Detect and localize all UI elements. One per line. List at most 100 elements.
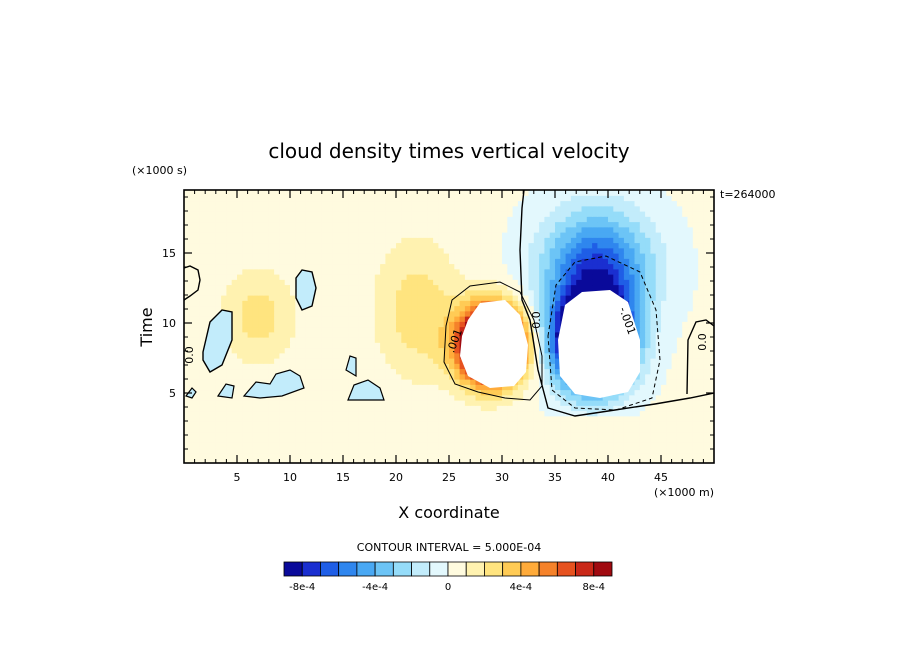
heatmap-cell <box>258 274 265 280</box>
heatmap-cell <box>698 384 704 391</box>
heatmap-cell <box>650 205 657 212</box>
heatmap-cell <box>184 316 190 322</box>
heatmap-cell <box>290 200 296 207</box>
heatmap-cell <box>316 295 323 301</box>
heatmap-cell <box>274 242 280 249</box>
heatmap-cell <box>592 247 598 254</box>
heatmap-cell <box>332 358 339 364</box>
heatmap-cell <box>305 232 312 238</box>
heatmap-cell <box>348 237 355 244</box>
heatmap-cell <box>528 253 535 259</box>
heatmap-cell <box>618 394 625 401</box>
heatmap-cell <box>687 242 694 249</box>
heatmap-cell <box>491 289 498 296</box>
heatmap-cell <box>438 379 445 385</box>
heatmap-cell <box>650 358 657 364</box>
heatmap-cell <box>321 216 328 223</box>
heatmap-cell <box>555 389 561 396</box>
heatmap-cell <box>666 431 673 438</box>
heatmap-cell <box>613 268 620 275</box>
heatmap-cell <box>480 415 487 422</box>
heatmap-cell <box>417 237 424 244</box>
heatmap-cell <box>210 421 217 427</box>
heatmap-cell <box>438 358 445 364</box>
heatmap-cell <box>698 226 704 233</box>
heatmap-cell <box>517 426 524 433</box>
heatmap-cell <box>454 200 461 207</box>
heatmap-cell <box>411 321 418 328</box>
heatmap-cell <box>459 384 466 391</box>
heatmap-cell <box>708 394 714 401</box>
heatmap-cell <box>480 263 487 270</box>
heatmap-cell <box>406 337 413 343</box>
heatmap-cell <box>385 363 392 370</box>
heatmap-cell <box>427 247 434 254</box>
heatmap-cell <box>364 436 371 443</box>
heatmap-cell <box>645 352 651 359</box>
heatmap-cell <box>263 452 270 459</box>
heatmap-cell <box>284 268 291 275</box>
heatmap-cell <box>708 279 714 286</box>
heatmap-cell <box>639 389 646 396</box>
heatmap-cell <box>290 426 296 433</box>
heatmap-cell <box>411 221 418 228</box>
heatmap-cell <box>618 400 625 406</box>
heatmap-cell <box>305 331 312 338</box>
heatmap-cell <box>555 331 561 338</box>
heatmap-cell <box>645 384 651 391</box>
heatmap-cell <box>385 284 392 291</box>
heatmap-cell <box>676 310 683 317</box>
heatmap-cell <box>661 310 667 317</box>
heatmap-cell <box>539 389 545 396</box>
heatmap-cell <box>258 316 265 322</box>
heatmap-cell <box>443 415 450 422</box>
heatmap-cell <box>242 415 249 422</box>
heatmap-cell <box>645 373 651 380</box>
heatmap-cell <box>544 421 551 427</box>
heatmap-cell <box>295 310 302 317</box>
heatmap-cell <box>512 405 519 412</box>
heatmap-cell <box>692 232 699 238</box>
heatmap-cell <box>385 421 392 427</box>
heatmap-cell <box>290 221 296 228</box>
heatmap-cell <box>502 211 508 217</box>
heatmap-cell <box>698 237 704 244</box>
heatmap-cell <box>263 242 270 249</box>
heatmap-cell <box>549 237 556 244</box>
heatmap-cell <box>427 389 434 396</box>
heatmap-cell <box>300 200 307 207</box>
heatmap-cell <box>390 394 397 401</box>
heatmap-cell <box>305 321 312 328</box>
heatmap-cell <box>464 263 471 270</box>
heatmap-cell <box>438 221 445 228</box>
heatmap-cell <box>210 373 217 380</box>
heatmap-cell <box>231 452 238 459</box>
heatmap-cell <box>300 389 307 396</box>
heatmap-cell <box>311 384 318 391</box>
heatmap-cell <box>634 232 641 238</box>
heatmap-cell <box>316 326 323 333</box>
heatmap-cell <box>496 389 503 396</box>
heatmap-cell <box>480 426 487 433</box>
heatmap-cell <box>475 426 482 433</box>
heatmap-cell <box>676 321 683 328</box>
heatmap-cell <box>650 394 657 401</box>
heatmap-cell <box>274 200 280 207</box>
heatmap-cell <box>385 300 392 307</box>
heatmap-cell <box>353 431 360 438</box>
heatmap-cell <box>268 426 275 433</box>
heatmap-cell <box>237 279 243 286</box>
heatmap-cell <box>433 205 439 212</box>
heatmap-cell <box>676 363 683 370</box>
heatmap-cell <box>486 232 492 238</box>
heatmap-cell <box>279 431 286 438</box>
heatmap-cell <box>491 232 498 238</box>
heatmap-cell <box>417 289 424 296</box>
heatmap-cell <box>422 305 429 312</box>
heatmap-cell <box>676 421 683 427</box>
heatmap-cell <box>650 221 657 228</box>
heatmap-cell <box>194 379 201 385</box>
heatmap-cell <box>692 352 699 359</box>
heatmap-cell <box>581 253 588 259</box>
heatmap-cell <box>422 321 429 328</box>
